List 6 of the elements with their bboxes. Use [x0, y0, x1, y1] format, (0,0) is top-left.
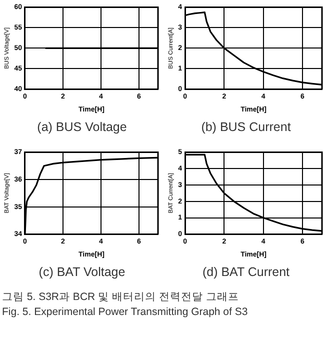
text: (a) BUS Voltage — [36, 120, 128, 134]
caption: 그림 5. S3R과 BCR 및 배터리의 전력전달 그래프 — [2, 290, 240, 305]
text: (c) BAT Voltage — [38, 265, 126, 279]
caption: Fig. 5. Experimental Power Transmitting Graph of S3 — [2, 305, 249, 320]
text: (b) BUS Current — [200, 120, 292, 134]
text: (d) BAT Current — [201, 265, 291, 279]
